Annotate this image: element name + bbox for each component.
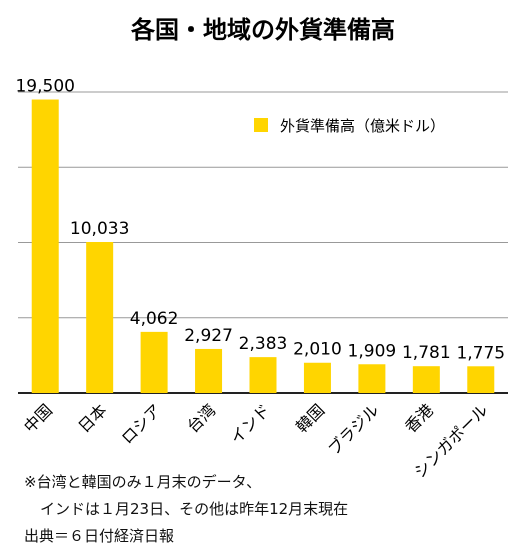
bar-value-label: 1,775 <box>456 343 505 363</box>
bar-value-label: 2,010 <box>293 340 342 360</box>
bar <box>249 357 277 393</box>
bar <box>467 366 495 393</box>
chart-title: 各国・地域の外貨準備高 <box>130 16 395 44</box>
category-label: 中国 <box>20 400 56 436</box>
bar <box>303 362 331 393</box>
category-label: 韓国 <box>292 400 328 436</box>
category-label: ロシア <box>118 400 165 447</box>
bar-value-label: 2,383 <box>239 334 288 354</box>
category-label: 香港 <box>401 400 437 436</box>
bar <box>31 99 59 394</box>
bar-value-label: 10,033 <box>70 219 129 239</box>
bar <box>358 364 386 393</box>
bar-value-label: 4,062 <box>130 309 179 329</box>
bar-value-label: 1,909 <box>348 341 397 361</box>
bar <box>195 348 223 393</box>
footnote-line-2: インドは１月23日、その他は昨年12月末現在 <box>40 500 349 518</box>
bar <box>140 331 168 393</box>
source-note: 出典＝６日付経済日報 <box>24 527 175 545</box>
legend: 外貨準備高（億米ドル） <box>254 117 445 135</box>
bar <box>412 366 440 393</box>
category-label: インド <box>226 400 273 447</box>
bar-value-label: 19,500 <box>15 77 74 97</box>
category-label: 台湾 <box>183 400 219 436</box>
bar <box>86 242 114 393</box>
legend-swatch <box>254 118 268 132</box>
legend-label: 外貨準備高（億米ドル） <box>280 117 445 135</box>
category-label: ブラジル <box>324 400 382 458</box>
bar-value-label: 2,927 <box>184 326 233 346</box>
category-label: 日本 <box>74 400 110 436</box>
bars <box>31 99 495 394</box>
footnote-line-1: ※台湾と韓国のみ１月末のデータ、 <box>24 473 262 491</box>
bar-value-label: 1,781 <box>402 343 451 363</box>
